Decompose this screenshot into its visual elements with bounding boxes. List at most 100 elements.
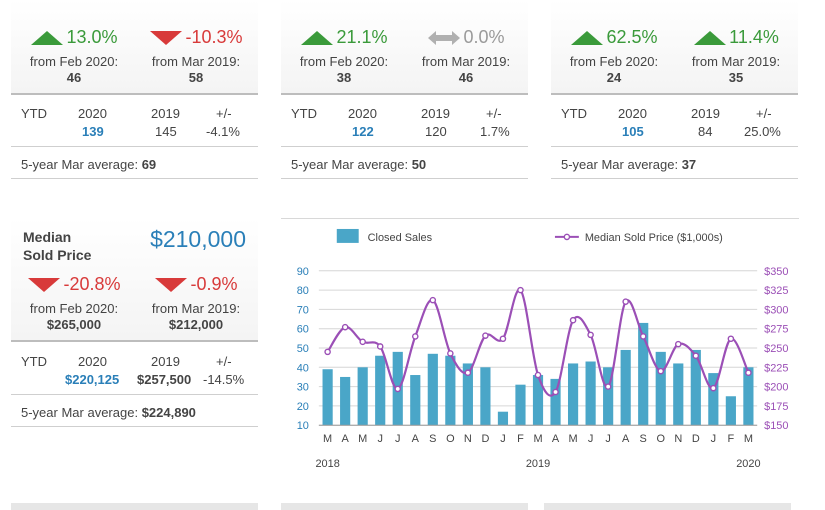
change-pct: 13.0% (30, 27, 118, 48)
ytd-header-change: +/- (216, 354, 232, 369)
point-median-price (569, 316, 577, 324)
point-median-price (587, 331, 594, 339)
x-tick-label: D (481, 433, 489, 445)
legend-marker-median-price (563, 233, 571, 241)
x-tick-label: N (464, 433, 472, 445)
change-pct: 11.4% (693, 27, 779, 48)
y-left-tick-label: 60 (297, 324, 309, 336)
year-label: 2018 (315, 458, 339, 470)
from-value: $212,000 (168, 316, 224, 332)
change-pct: -10.3% (149, 27, 243, 48)
x-tick-label: A (412, 433, 420, 445)
divider (281, 146, 528, 147)
from-value: $265,000 (46, 316, 102, 332)
y-right-tick-label: $350 (764, 266, 788, 278)
y-left-tick-label: 40 (297, 362, 309, 374)
legend-label-median-price: Median Sold Price ($1,000s) (585, 232, 723, 244)
point-median-price (622, 298, 629, 305)
change-pct: 21.1% (300, 27, 388, 48)
y-left-tick-label: 90 (297, 266, 309, 278)
ytd-value-2020: 139 (82, 124, 104, 139)
ytd-header-2019: 2019 (151, 354, 180, 369)
x-tick-label: M (323, 433, 332, 445)
point-median-price (692, 352, 700, 360)
bar-closed-sales (515, 384, 526, 426)
y-left-tick-label: 50 (297, 343, 309, 355)
median-price: $210,000 (150, 226, 246, 252)
from-value: 58 (188, 69, 204, 85)
bar-closed-sales (340, 376, 351, 426)
y-right-tick-label: $300 (764, 304, 788, 316)
x-tick-label: N (674, 433, 682, 445)
legend-label-closed-sales: Closed Sales (368, 232, 433, 244)
point-median-price (727, 335, 735, 343)
arrow-flat-icon (427, 30, 461, 46)
bar-closed-sales (480, 367, 491, 426)
point-median-price (710, 384, 717, 392)
change-left: -20.8% from Feb 2020: $265,000 (14, 274, 134, 332)
five-year-average: 5-year Mar average: 69 (21, 157, 156, 172)
from-value: 46 (66, 69, 82, 85)
avg-label: 5-year Mar average: (291, 157, 409, 172)
x-tick-label: J (500, 433, 505, 445)
five-year-average: 5-year Mar average: 50 (291, 157, 426, 172)
bar-closed-sales (655, 351, 666, 426)
from-value: 38 (336, 69, 352, 85)
x-tick-label: S (640, 433, 647, 445)
change-pct: 0.0% (427, 27, 505, 48)
change-pct: -0.9% (154, 274, 238, 295)
x-tick-label: J (395, 433, 400, 445)
from-label: from Feb 2020: (299, 53, 389, 69)
x-tick-label: J (605, 433, 610, 445)
bar-closed-sales (638, 322, 649, 426)
card-header (281, 0, 528, 95)
change-pct: 62.5% (570, 27, 658, 48)
change-pct-value: 13.0% (66, 27, 118, 47)
x-tick-label: J (711, 433, 716, 445)
from-value: 35 (728, 69, 744, 85)
x-tick-label: M (569, 433, 578, 445)
arrow-up-icon (570, 30, 604, 46)
year-label: 2019 (526, 458, 550, 470)
bar-closed-sales (620, 349, 631, 426)
point-median-price (447, 350, 454, 357)
point-median-price (552, 388, 559, 396)
point-median-price (517, 286, 524, 294)
change-pct-value: 62.5% (606, 27, 658, 47)
ytd-header-change: +/- (756, 106, 772, 121)
bar-closed-sales (603, 367, 614, 426)
from-label: from Mar 2019: (151, 53, 241, 69)
change-left: 62.5% from Feb 2020: 24 (554, 27, 674, 85)
arrow-up-icon (300, 30, 334, 46)
five-year-average: 5-year Mar average: 37 (561, 157, 696, 172)
ytd-value-2019: $257,500 (137, 372, 192, 387)
y-left-tick-label: 70 (297, 304, 309, 316)
point-median-price (745, 369, 752, 376)
bar-closed-sales (322, 369, 333, 426)
x-tick-label: A (622, 433, 630, 445)
y-right-tick-label: $225 (764, 362, 788, 374)
divider (11, 178, 258, 179)
avg-value: 37 (681, 157, 697, 172)
bar-closed-sales (357, 367, 368, 426)
bar-closed-sales (673, 363, 684, 426)
year-label: 2020 (736, 458, 760, 470)
bar-closed-sales (725, 396, 736, 426)
bar-closed-sales (708, 373, 719, 426)
avg-value: 50 (411, 157, 427, 172)
sales-price-chart: 10 20 30 40 50 60 70 80 90 $150 $175 $200 $225 $250 $2… (281, 218, 799, 470)
change-pct-value: 21.1% (336, 27, 388, 47)
x-tick-label: A (552, 433, 560, 445)
bar-closed-sales (445, 355, 456, 426)
bar-closed-sales (462, 363, 473, 426)
ytd-header-2019: 2019 (691, 106, 720, 121)
ytd-label: YTD (561, 106, 587, 121)
y-left-tick-label: 30 (297, 382, 309, 394)
bar-closed-sales (550, 378, 561, 426)
x-tick-label: J (588, 433, 593, 445)
change-pct-value: 0.0% (463, 27, 505, 47)
next-card-3 (544, 503, 791, 510)
change-pct: -20.8% (27, 274, 121, 295)
point-median-price (534, 371, 542, 379)
ytd-value-2020: $220,125 (65, 372, 120, 387)
